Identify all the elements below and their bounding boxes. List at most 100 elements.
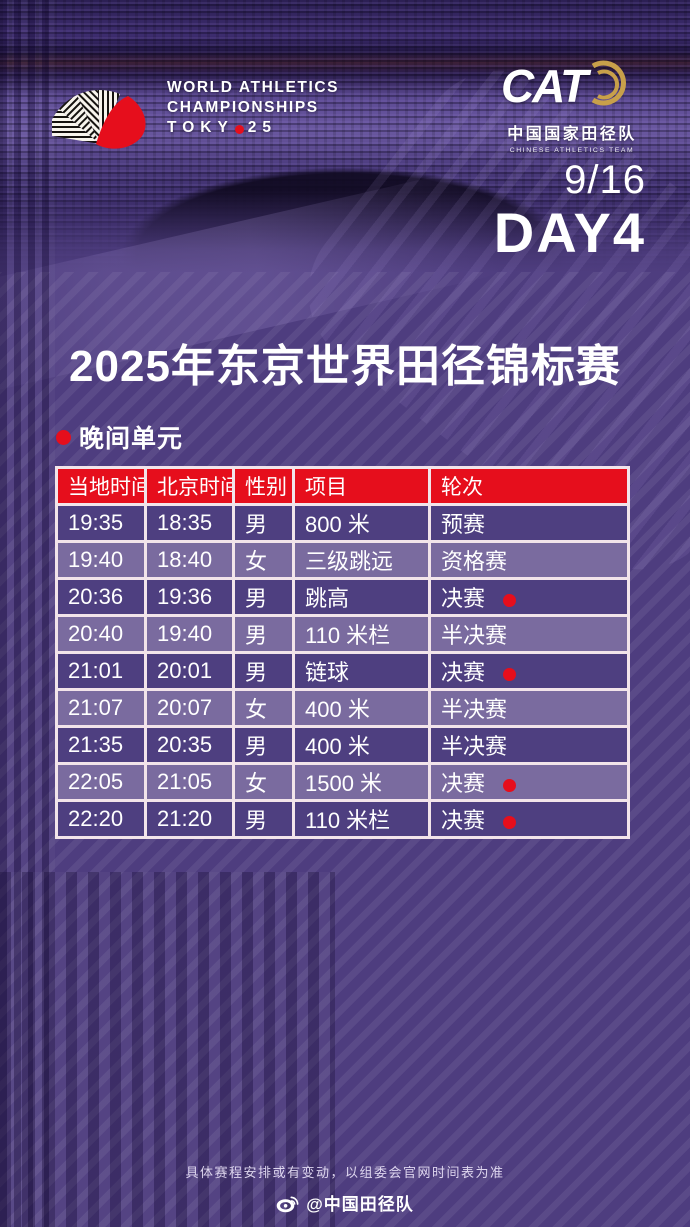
cell-local-time: 20:36: [55, 577, 147, 617]
cell-local-time: 21:01: [55, 651, 147, 691]
weibo-icon: [276, 1196, 299, 1212]
col-beijing-time: 北京时间: [144, 466, 235, 506]
col-local-time: 当地时间: [55, 466, 147, 506]
cell-gender: 男: [232, 614, 295, 654]
schedule-table: 当地时间 北京时间 性别 项目 轮次 19:35 18:35 男 800 米 预…: [55, 466, 630, 839]
cell-local-time: 21:07: [55, 688, 147, 728]
round-label: 预赛: [441, 512, 486, 537]
col-event: 项目: [292, 466, 431, 506]
final-dot-icon: [503, 594, 517, 607]
col-round: 轮次: [428, 466, 630, 506]
cell-local-time: 21:35: [55, 725, 147, 765]
cell-beijing-time: 19:36: [144, 577, 235, 617]
table-row: 22:20 21:20 男 110 米栏 决赛: [55, 799, 630, 839]
cell-local-time: 22:20: [55, 799, 147, 839]
cell-round: 半决赛: [428, 688, 630, 728]
cell-beijing-time: 18:40: [144, 540, 235, 580]
cell-beijing-time: 19:40: [144, 614, 235, 654]
svg-text:CAT: CAT: [501, 60, 592, 112]
date-block: 9/16 DAY4: [494, 158, 646, 265]
table-row: 20:40 19:40 男 110 米栏 半决赛: [55, 614, 630, 654]
stripe-texture-bottom: [0, 872, 335, 1227]
cell-event: 跳高: [292, 577, 431, 617]
cell-round: 资格赛: [428, 540, 630, 580]
round-label: 资格赛: [441, 549, 508, 574]
cell-round: 决赛: [428, 577, 630, 617]
cell-gender: 女: [232, 540, 295, 580]
wa-logo-line3: TOKY 25: [167, 118, 339, 138]
cell-beijing-time: 18:35: [144, 503, 235, 543]
round-label: 半决赛: [441, 623, 508, 648]
tokyo-suffix: 25: [247, 119, 278, 136]
day-label: DAY4: [493, 201, 646, 264]
cell-gender: 女: [232, 688, 295, 728]
final-dot-icon: [503, 668, 517, 681]
schedule-table-body: 19:35 18:35 男 800 米 预赛 19:40 18:40 女 三级跳…: [55, 503, 630, 839]
tokyo-dot-icon: [234, 125, 244, 134]
wa-logo-line1: WORLD ATHLETICS: [167, 79, 340, 96]
cell-event: 110 米栏: [292, 799, 431, 839]
cell-beijing-time: 20:07: [144, 688, 235, 728]
table-row: 20:36 19:36 男 跳高 决赛: [55, 577, 630, 617]
cat-name-cn: 中国国家田径队: [507, 126, 637, 143]
cell-round: 半决赛: [428, 725, 630, 765]
cell-gender: 男: [232, 799, 295, 839]
table-row: 21:07 20:07 女 400 米 半决赛: [55, 688, 630, 728]
cat-acronym-icon: CAT: [501, 60, 626, 112]
header-row: 当地时间 北京时间 性别 项目 轮次: [55, 466, 630, 506]
cell-gender: 男: [232, 577, 295, 617]
cell-gender: 男: [232, 503, 295, 543]
cell-event: 400 米: [292, 725, 431, 765]
table-row: 19:40 18:40 女 三级跳远 资格赛: [55, 540, 630, 580]
cell-round: 半决赛: [428, 614, 630, 654]
final-dot-icon: [503, 779, 517, 792]
round-label: 半决赛: [441, 697, 508, 722]
cell-gender: 女: [232, 762, 295, 802]
round-label: 半决赛: [441, 734, 508, 759]
table-row: 19:35 18:35 男 800 米 预赛: [55, 503, 630, 543]
cell-local-time: 22:05: [55, 762, 147, 802]
disclaimer-text: 具体赛程安排或有变动，以组委会官网时间表为准: [185, 1165, 505, 1180]
wa-championships-logo: WORLD ATHLETICS CHAMPIONSHIPS TOKY 25: [52, 66, 339, 150]
round-label: 决赛: [441, 771, 486, 796]
date-label: 9/16: [564, 158, 646, 202]
cell-round: 决赛: [428, 651, 630, 691]
cell-local-time: 20:40: [55, 614, 147, 654]
cell-beijing-time: 21:05: [144, 762, 235, 802]
cell-gender: 男: [232, 651, 295, 691]
cell-local-time: 19:35: [55, 503, 147, 543]
session-text: 晚间单元: [79, 425, 184, 453]
session-label: 晚间单元: [56, 419, 183, 455]
round-label: 决赛: [441, 808, 486, 833]
cell-beijing-time: 20:35: [144, 725, 235, 765]
table-row: 22:05 21:05 女 1500 米 决赛: [55, 762, 630, 802]
cell-event: 1500 米: [292, 762, 431, 802]
cat-name-en: CHINESE ATHLETICS TEAM: [509, 147, 635, 154]
round-label: 决赛: [441, 586, 486, 611]
table-row: 21:01 20:01 男 链球 决赛: [55, 651, 630, 691]
table-row: 21:35 20:35 男 400 米 半决赛: [55, 725, 630, 765]
tokyo-prefix: TOKY: [167, 119, 234, 136]
cell-event: 三级跳远: [292, 540, 431, 580]
cell-event: 400 米: [292, 688, 431, 728]
schedule-table-header: 当地时间 北京时间 性别 项目 轮次: [55, 466, 630, 506]
cat-team-logo: CAT 中国国家田径队 CHINESE ATHLETICS TEAM: [494, 58, 650, 154]
page-title: 2025年东京世界田径锦标赛: [69, 342, 621, 391]
tokyo25-fan-icon: [52, 89, 146, 149]
final-dot-icon: [503, 816, 517, 829]
session-dot-icon: [56, 429, 71, 445]
cell-event: 110 米栏: [292, 614, 431, 654]
cell-beijing-time: 21:20: [144, 799, 235, 839]
cell-event: 链球: [292, 651, 431, 691]
weibo-handle: @中国田径队: [306, 1195, 414, 1214]
cell-gender: 男: [232, 725, 295, 765]
cell-round: 预赛: [428, 503, 630, 543]
wa-logo-text: WORLD ATHLETICS CHAMPIONSHIPS TOKY 25: [167, 78, 339, 138]
cell-beijing-time: 20:01: [144, 651, 235, 691]
stripe-texture-left: [0, 0, 55, 1227]
round-label: 决赛: [441, 660, 486, 685]
cell-local-time: 19:40: [55, 540, 147, 580]
col-gender: 性别: [232, 466, 295, 506]
wa-logo-line2: CHAMPIONSHIPS: [167, 99, 319, 116]
